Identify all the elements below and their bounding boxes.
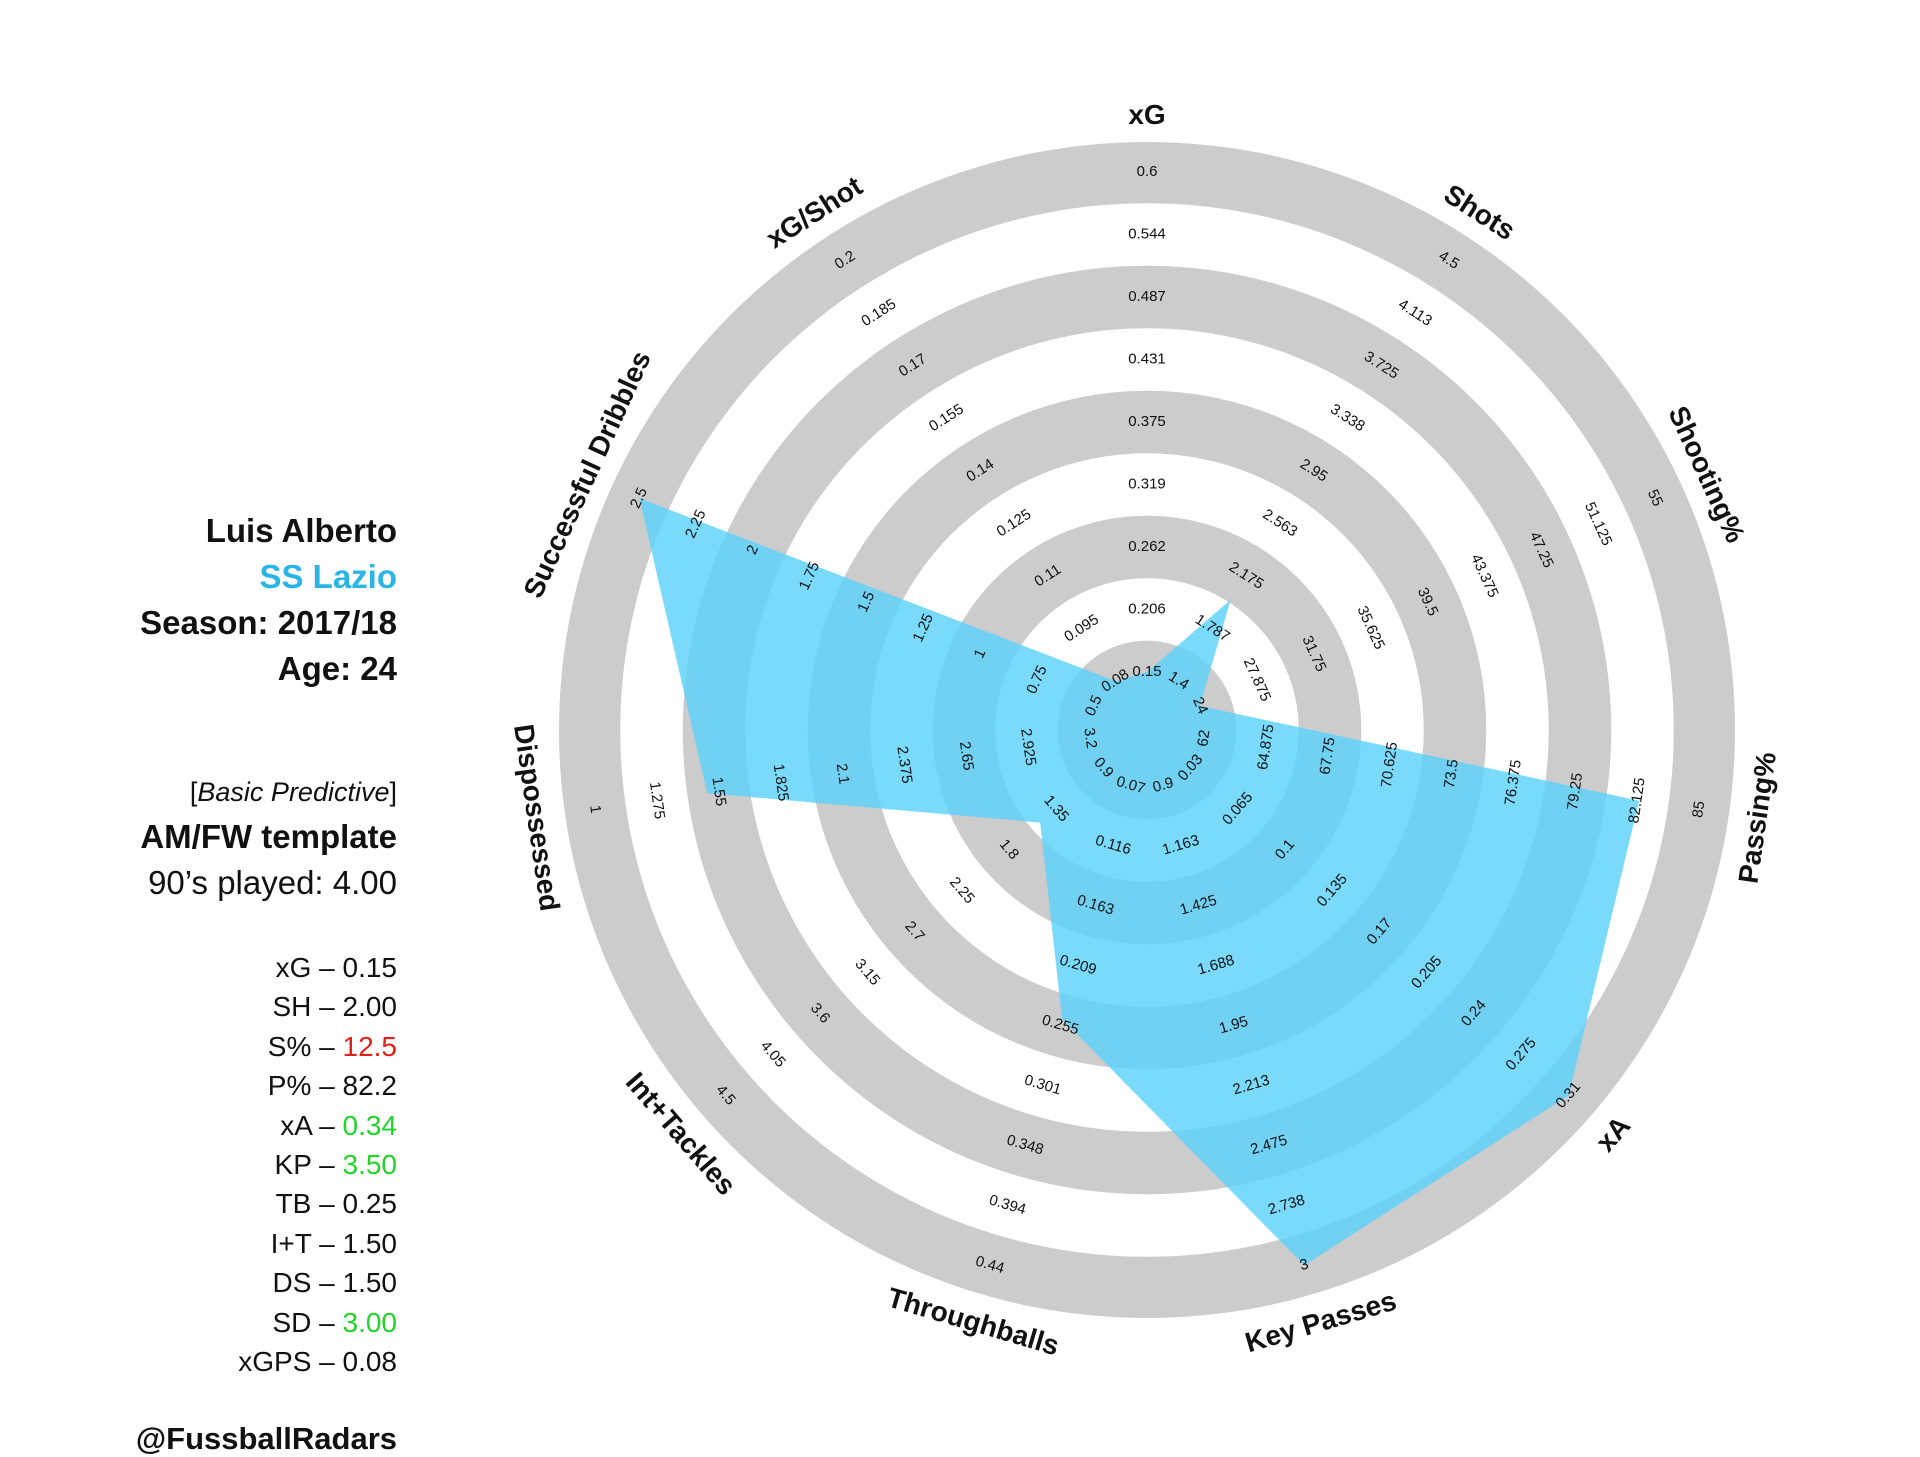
model-bracket-open: [ (189, 777, 198, 807)
radar-axis-label: Passing% (1732, 750, 1782, 885)
radar-axis-label: Dispossessed (508, 722, 565, 913)
stat-label: I+T – (270, 1227, 343, 1259)
radar-tick-label: 0.431 (1128, 350, 1166, 367)
stat-value: 1.50 (342, 1267, 398, 1299)
radar-polygon (639, 498, 1640, 1266)
radar-tick-label: 0.375 (1128, 413, 1166, 430)
stat-row: SD – 3.00 (238, 1303, 397, 1342)
stat-row: xGPS – 0.08 (238, 1342, 397, 1381)
radar-tick-label: 0.206 (1128, 600, 1166, 617)
stat-row: DS – 1.50 (238, 1263, 397, 1302)
radar-tick-label: 76.375 (1502, 759, 1525, 807)
author-handle: @FussballRadars (135, 1421, 397, 1456)
radar-tick-label: 85 (1689, 800, 1708, 819)
stat-label: DS – (272, 1267, 343, 1299)
radar-tick-label: 73.5 (1441, 758, 1462, 789)
radar-tick-label: 2.1 (833, 762, 853, 785)
radar-tick-label: 24 (1189, 695, 1211, 717)
radar-tick-label: 70.625 (1378, 741, 1401, 789)
stat-label: xGPS – (238, 1346, 343, 1378)
stat-label: SH – (272, 991, 343, 1023)
radar-tick-label: 1 (586, 804, 604, 815)
stat-label: SD – (272, 1306, 343, 1338)
radar-tick-label: 2.65 (956, 740, 977, 771)
radar-tick-label: 0.15 (1132, 663, 1161, 680)
radar-tick-label: 64.875 (1254, 723, 1277, 771)
radar-tick-label: 67.75 (1317, 736, 1339, 776)
stat-value: 0.25 (342, 1188, 398, 1220)
stat-value: 82.2 (342, 1070, 398, 1102)
radar-axis-label: xG (1128, 99, 1165, 130)
radar-tick-label: 2.375 (893, 745, 915, 785)
stat-value: 3.50 (342, 1149, 398, 1181)
radar-tick-label: 0.319 (1128, 475, 1166, 492)
stat-list: xG – 0.15 SH – 2.00 S% – 12.5 P% – 82.2 xA –… (238, 948, 397, 1381)
stat-label: xG – (275, 952, 343, 983)
stat-row: TB – 0.25 (238, 1184, 397, 1223)
radar-tick-label: 3.2 (1080, 727, 1100, 750)
stat-value: 1.50 (342, 1227, 398, 1259)
radar-tick-label: 55 (1644, 487, 1666, 509)
stat-value: 2.00 (342, 991, 398, 1023)
stat-label: S% – (267, 1030, 343, 1062)
model-label: [Basic Predictive] (190, 777, 397, 808)
radar-data-polygon (639, 498, 1640, 1266)
radar-tick-label: 0.6 (1137, 163, 1158, 180)
model-name: Basic Predictive (197, 777, 390, 807)
player-name: Luis Alberto (205, 512, 397, 549)
radar-axis-label: xA (1590, 1110, 1637, 1157)
template-label: AM/FW template (140, 818, 397, 855)
radar-tick-label: 0.487 (1128, 288, 1166, 305)
stat-label: KP – (274, 1149, 343, 1181)
stat-row: S% – 12.5 (238, 1027, 397, 1066)
stat-value: 0.08 (342, 1346, 398, 1378)
radar-tick-label: 1.55 (708, 776, 729, 807)
age-label: Age: 24 (277, 650, 397, 687)
stat-row: I+T – 1.50 (238, 1224, 397, 1263)
model-bracket-close: ] (389, 777, 397, 807)
stat-row: KP – 3.50 (238, 1145, 397, 1184)
stat-row: P% – 82.2 (238, 1066, 397, 1105)
stat-row: xG – 0.15 (238, 948, 397, 987)
stat-value: 3.00 (342, 1306, 398, 1338)
stat-label: TB – (275, 1188, 343, 1220)
radar-tick-label: 2.925 (1017, 727, 1039, 767)
season-label: Season: 2017/18 (140, 604, 397, 641)
stat-value: 0.34 (342, 1109, 398, 1141)
radar-tick-label: 79.25 (1564, 772, 1586, 812)
stat-label: xA – (280, 1109, 343, 1141)
stat-row: xA – 0.34 (238, 1106, 397, 1145)
stat-row: SH – 2.00 (238, 987, 397, 1026)
radar-tick-label: 0.262 (1128, 538, 1166, 555)
stat-value: 12.5 (342, 1030, 398, 1062)
radar-tick-label: 0.9 (1151, 774, 1176, 796)
radar-tick-label: 1.825 (770, 763, 792, 803)
radar-tick-label: 0.544 (1128, 225, 1166, 242)
stat-value: 0.15 (342, 952, 398, 983)
team-name: SS Lazio (259, 558, 397, 595)
stat-label: P% – (267, 1070, 343, 1102)
radar-tick-label: 82.125 (1625, 777, 1648, 825)
minutes-played-label: 90’s played: 4.00 (148, 864, 397, 901)
radar-tick-label: 62 (1194, 729, 1213, 748)
radar-tick-label: 1.275 (646, 781, 668, 821)
